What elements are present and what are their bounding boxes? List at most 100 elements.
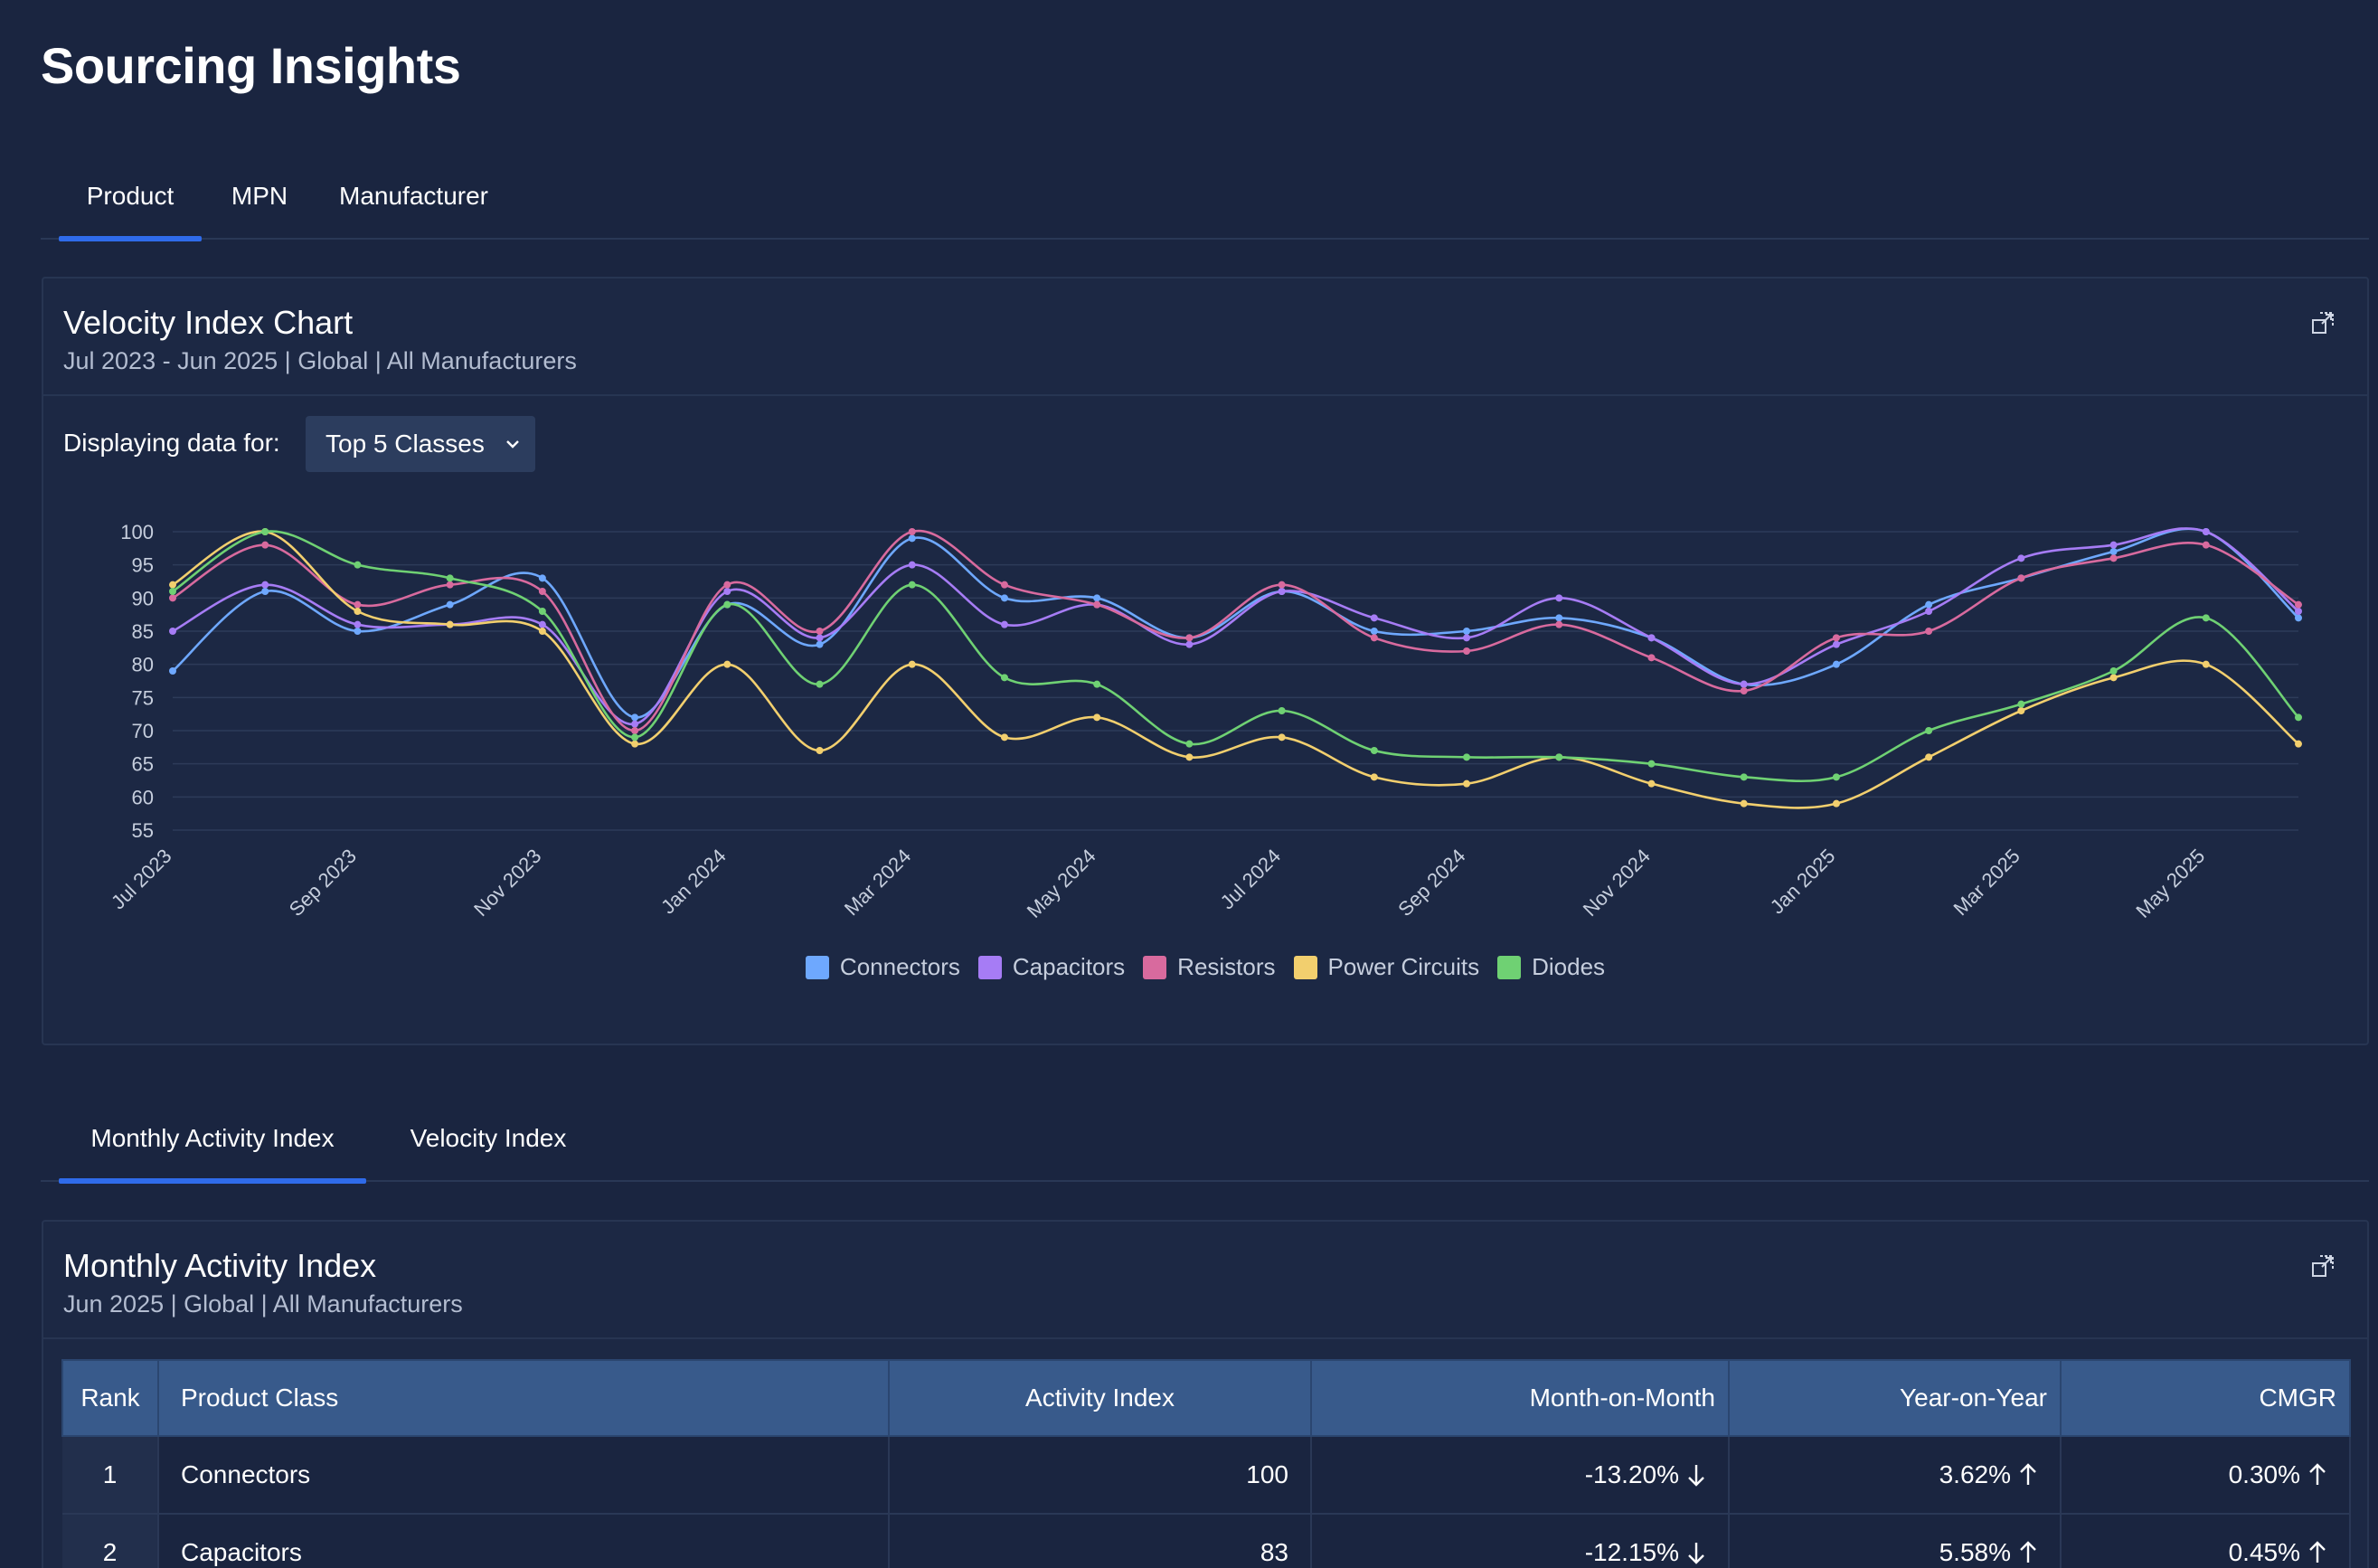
data-point-capacitors xyxy=(2109,541,2118,549)
data-point-diodes xyxy=(261,528,269,535)
expand-icon[interactable] xyxy=(2311,311,2335,335)
mom-cell: -12.15% xyxy=(1311,1514,1730,1568)
data-point-capacitors xyxy=(723,588,731,595)
expand-icon[interactable] xyxy=(2311,1254,2335,1278)
data-point-capacitors xyxy=(1185,640,1194,648)
col-header-month-on-month[interactable]: Month-on-Month xyxy=(1310,1359,1730,1437)
data-point-capacitors xyxy=(908,561,916,569)
velocity-chart-title: Velocity Index Chart xyxy=(63,304,354,341)
data-point-resistors xyxy=(354,600,362,609)
activity-index-cell: 83 xyxy=(889,1514,1312,1568)
arrow-up-icon xyxy=(2309,1463,2326,1485)
tab-manufacturer[interactable]: Manufacturer xyxy=(339,182,488,210)
data-point-power-circuits xyxy=(1093,713,1101,722)
data-point-capacitors xyxy=(1740,680,1748,688)
data-point-resistors xyxy=(2109,554,2118,562)
data-point-power-circuits xyxy=(1463,779,1471,788)
y-tick-label: 80 xyxy=(132,654,154,676)
tab-monthly-activity-index[interactable]: Monthly Activity Index xyxy=(59,1100,366,1184)
mom-value: -13.20% xyxy=(1584,1460,1679,1488)
legend-label: Connectors xyxy=(839,953,960,980)
data-point-resistors xyxy=(446,581,454,589)
data-point-capacitors xyxy=(354,620,362,628)
arrow-up-icon xyxy=(2020,1541,2036,1563)
legend-swatch xyxy=(1143,955,1167,979)
activity-panel-subtitle: Jun 2025 | Global | All Manufacturers xyxy=(63,1290,463,1318)
legend-label: Diodes xyxy=(1532,953,1606,980)
data-point-power-circuits xyxy=(1000,733,1008,741)
cmgr-value: 0.45% xyxy=(2228,1538,2300,1566)
data-point-resistors xyxy=(908,528,916,535)
legend-item-power-circuits[interactable]: Power Circuits xyxy=(1293,953,1479,981)
y-tick-label: 65 xyxy=(132,753,154,776)
legend-swatch xyxy=(1497,955,1522,979)
series-line-power-circuits xyxy=(172,530,2299,809)
col-header-cmgr[interactable]: CMGR xyxy=(2060,1359,2351,1437)
arrow-up-icon xyxy=(2309,1541,2326,1563)
data-point-diodes xyxy=(1000,674,1008,682)
legend-item-resistors[interactable]: Resistors xyxy=(1143,953,1276,981)
data-point-resistors xyxy=(538,588,546,595)
data-point-capacitors xyxy=(1647,634,1656,642)
col-header-product-class[interactable]: Product Class xyxy=(157,1359,890,1437)
velocity-line-chart: 100 95 90 85 80 75 70 65 60 55 Jul 2023 Sep 2023 Nov… xyxy=(107,521,2302,922)
data-point-resistors xyxy=(169,594,176,602)
data-point-capacitors xyxy=(631,720,639,728)
data-point-power-circuits xyxy=(1185,753,1194,761)
data-point-power-circuits xyxy=(1370,773,1378,781)
rank-cell: 1 xyxy=(62,1436,159,1515)
data-point-power-circuits xyxy=(723,660,731,668)
yoy-value: 5.58% xyxy=(1939,1538,2011,1566)
x-tick-label: Sep 2024 xyxy=(1393,845,1469,921)
x-tick-label: Jan 2024 xyxy=(656,845,731,919)
activity-table: Rank Product Class Activity Index Month-… xyxy=(61,1359,2351,1568)
arrow-down-icon xyxy=(1688,1465,1704,1487)
index-tabs: Monthly Activity Index Velocity Index xyxy=(41,1100,2369,1184)
data-point-power-circuits xyxy=(1740,799,1748,808)
legend-item-capacitors[interactable]: Capacitors xyxy=(977,953,1125,981)
col-header-rank[interactable]: Rank xyxy=(61,1359,159,1437)
y-tick-label: 75 xyxy=(132,686,154,709)
x-tick-label: Jan 2025 xyxy=(1766,845,1840,919)
tab-mpn[interactable]: MPN xyxy=(231,182,288,210)
table-row[interactable]: 2 Capacitors 83 -12.15% 5.58% 0.45% xyxy=(62,1514,2351,1568)
data-point-resistors xyxy=(1185,634,1194,642)
data-point-resistors xyxy=(261,541,269,549)
data-point-diodes xyxy=(2109,667,2118,675)
data-point-power-circuits xyxy=(1647,779,1656,788)
data-point-diodes xyxy=(1740,773,1748,781)
legend-item-diodes[interactable]: Diodes xyxy=(1497,953,1605,981)
data-point-resistors xyxy=(1832,634,1840,642)
data-point-capacitors xyxy=(261,581,269,589)
product-class-cell: Capacitors xyxy=(158,1514,890,1568)
legend-item-connectors[interactable]: Connectors xyxy=(805,953,960,981)
x-tick-label: Nov 2024 xyxy=(1579,845,1655,921)
yoy-cell: 3.62% xyxy=(1729,1436,2062,1515)
data-point-diodes xyxy=(2295,713,2302,722)
col-header-year-on-year[interactable]: Year-on-Year xyxy=(1728,1359,2062,1437)
data-point-power-circuits xyxy=(538,628,546,635)
data-point-power-circuits xyxy=(2202,660,2210,668)
dropdown-value: Top 5 Classes xyxy=(326,430,485,458)
x-tick-label: Jul 2023 xyxy=(107,845,176,914)
y-tick-label: 85 xyxy=(132,620,154,643)
data-point-resistors xyxy=(1555,620,1563,628)
data-point-connectors xyxy=(1370,628,1378,635)
tab-product[interactable]: Product xyxy=(59,158,202,241)
data-point-connectors xyxy=(2295,614,2302,622)
data-point-resistors xyxy=(1093,600,1101,609)
data-point-capacitors xyxy=(2295,608,2302,615)
data-point-capacitors xyxy=(169,628,176,635)
mom-cell: -13.20% xyxy=(1311,1436,1730,1515)
data-point-power-circuits xyxy=(1925,753,1933,761)
table-row[interactable]: 1 Connectors 100 -13.20% 3.62% 0.30% xyxy=(62,1436,2351,1515)
data-point-resistors xyxy=(723,581,731,589)
class-selector-dropdown[interactable]: Top 5 Classes xyxy=(306,416,535,472)
tab-velocity-index[interactable]: Velocity Index xyxy=(410,1124,567,1152)
y-tick-label: 55 xyxy=(132,819,154,842)
cmgr-cell: 0.30% xyxy=(2061,1436,2351,1515)
data-point-diodes xyxy=(446,574,454,582)
data-point-connectors xyxy=(354,628,362,635)
col-header-activity-index[interactable]: Activity Index xyxy=(888,1359,1312,1437)
monthly-activity-panel: Monthly Activity Index Jun 2025 | Global… xyxy=(42,1220,2369,1568)
